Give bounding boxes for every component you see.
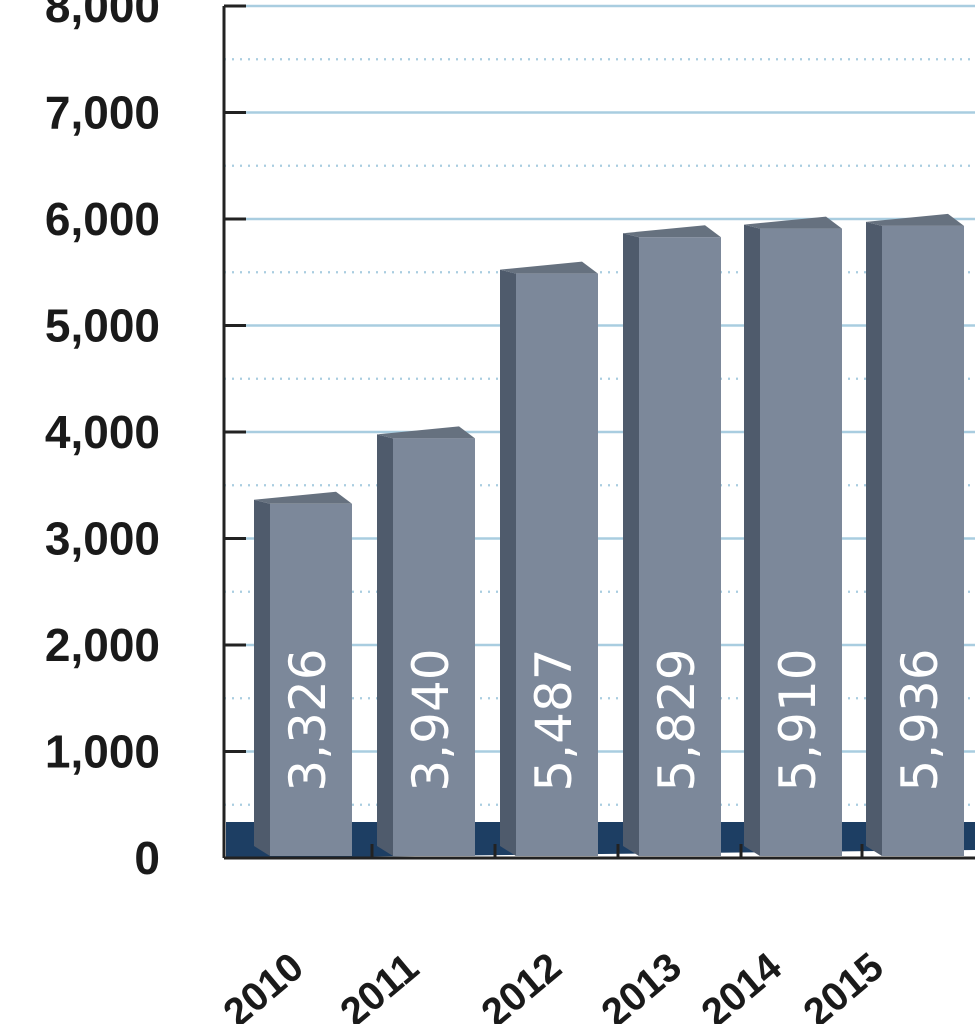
y-tick-label: 2,000	[45, 619, 160, 671]
data-label: 5,829	[648, 648, 706, 791]
bar-side-face	[254, 499, 270, 856]
bar-2015: 5,936	[866, 213, 964, 857]
bar-2012: 5,487	[500, 261, 598, 856]
x-tick-labels: 2010 2011 2012 2013 2014 2015	[215, 944, 891, 1024]
y-tick-label: 0	[134, 832, 160, 884]
bar-side-face	[866, 221, 882, 857]
bar-2011: 3,940	[377, 426, 475, 856]
y-tick-label: 3,000	[45, 513, 160, 565]
bar-front-face	[393, 438, 475, 856]
bar-front-face	[639, 237, 721, 857]
bar-front-face	[760, 228, 842, 856]
x-tick-label: 2012	[473, 945, 569, 1024]
y-tick-label: 1,000	[45, 726, 160, 778]
y-tick-label: 7,000	[45, 87, 160, 139]
bar-top-face	[500, 261, 598, 274]
y-tick-label: 8,000	[45, 0, 160, 32]
data-label: 5,936	[891, 648, 949, 791]
data-label: 3,326	[279, 648, 337, 791]
data-label: 5,910	[769, 648, 827, 791]
bar-front-face	[516, 273, 598, 856]
y-tick-label: 5,000	[45, 300, 160, 352]
y-tick-labels: 0 1,000 2,000 3,000 4,000 5,000 6,000 7,000 8,00…	[45, 0, 160, 884]
bars: 3,326 3,940 5,487 5,829 5,910 5,936	[254, 213, 964, 857]
data-label: 3,940	[402, 648, 460, 791]
bar-top-face	[623, 225, 721, 238]
bar-top-face	[744, 216, 842, 229]
bar-front-face	[270, 503, 352, 856]
y-tick-label: 4,000	[45, 406, 160, 458]
bar-side-face	[377, 434, 393, 856]
x-tick-label: 2010	[215, 945, 311, 1024]
bar-2014: 5,910	[744, 216, 842, 856]
bar-top-face	[254, 491, 352, 504]
bar-side-face	[500, 269, 516, 856]
x-tick-label: 2015	[795, 945, 891, 1024]
data-label: 5,487	[525, 648, 583, 791]
bar-top-face	[377, 426, 475, 439]
bar-2010: 3,326	[254, 491, 352, 856]
x-tick-label: 2011	[332, 945, 427, 1024]
y-tick-label: 6,000	[45, 193, 160, 245]
x-tick-label: 2013	[593, 945, 689, 1024]
x-tick-label: 2014	[693, 944, 790, 1024]
gridlines	[224, 4, 975, 806]
bar-side-face	[744, 224, 760, 856]
bar-2013: 5,829	[623, 225, 721, 857]
axes	[222, 4, 975, 860]
bar-top-face	[866, 213, 964, 226]
bar-front-face	[882, 225, 964, 857]
bar-side-face	[623, 233, 639, 857]
